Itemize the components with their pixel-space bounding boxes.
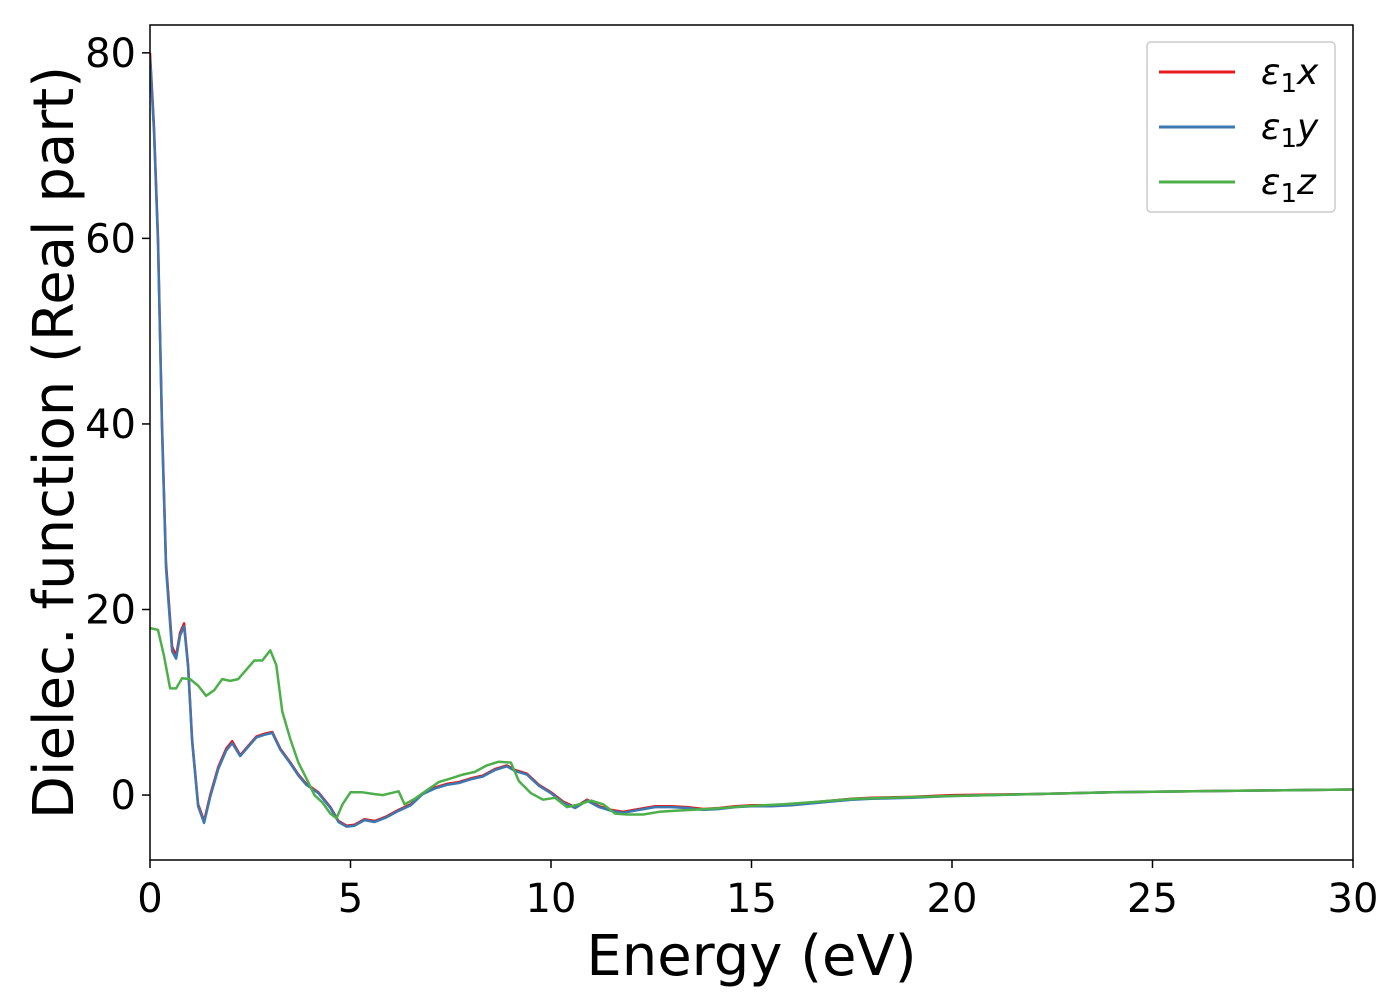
legend-label: ε1y [1261, 107, 1319, 154]
x-axis-label: Energy (eV) [586, 924, 916, 989]
legend-item: ε1z [1159, 162, 1317, 209]
y-tick-label: 40 [85, 402, 136, 448]
x-tick-label: 10 [526, 876, 577, 922]
series-line-z [150, 626, 1353, 820]
y-tick-label: 80 [85, 31, 136, 77]
y-tick-label: 60 [85, 216, 136, 262]
legend-label: ε1x [1261, 52, 1319, 99]
y-axis: 0 20 40 60 80 [85, 31, 150, 819]
legend-label: ε1z [1261, 162, 1317, 209]
legend-item: ε1x [1159, 52, 1319, 99]
legend-item: ε1y [1159, 107, 1319, 154]
x-tick-label: 15 [726, 876, 777, 922]
legend: ε1x ε1y ε1z [1146, 41, 1336, 213]
x-tick-label: 20 [927, 876, 978, 922]
series-layer [150, 52, 1353, 828]
y-tick-label: 0 [111, 773, 136, 819]
y-axis-label: Dielec. function (Real part) [22, 66, 87, 819]
legend-box [1146, 41, 1336, 213]
x-tick-label: 25 [1127, 876, 1178, 922]
x-axis: 0 5 10 15 20 25 30 [137, 860, 1378, 922]
x-tick-label: 30 [1328, 876, 1379, 922]
x-tick-label: 0 [137, 876, 162, 922]
y-tick-label: 20 [85, 588, 136, 634]
x-tick-label: 5 [338, 876, 363, 922]
